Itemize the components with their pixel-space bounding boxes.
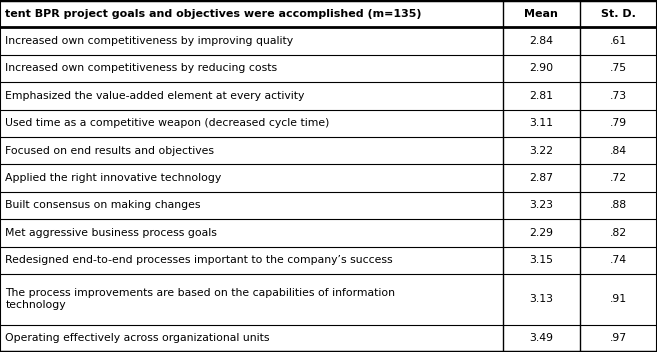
Text: 2.81: 2.81 [530, 91, 553, 101]
Text: .91: .91 [610, 294, 627, 304]
Text: .84: .84 [610, 146, 627, 156]
Text: 3.49: 3.49 [530, 333, 553, 343]
Text: .97: .97 [610, 333, 627, 343]
Text: .72: .72 [610, 173, 627, 183]
Text: Used time as a competitive weapon (decreased cycle time): Used time as a competitive weapon (decre… [5, 118, 330, 128]
Text: Increased own competitiveness by improving quality: Increased own competitiveness by improvi… [5, 36, 294, 46]
Text: .61: .61 [610, 36, 627, 46]
Text: Focused on end results and objectives: Focused on end results and objectives [5, 146, 214, 156]
Text: 2.87: 2.87 [530, 173, 553, 183]
Text: tent BPR project goals and objectives were accomplished (m=135): tent BPR project goals and objectives we… [5, 9, 422, 19]
Text: 3.11: 3.11 [530, 118, 553, 128]
Text: .73: .73 [610, 91, 627, 101]
Text: Emphasized the value-added element at every activity: Emphasized the value-added element at ev… [5, 91, 305, 101]
Text: 2.90: 2.90 [530, 63, 553, 74]
Text: Built consensus on making changes: Built consensus on making changes [5, 200, 201, 210]
Text: .82: .82 [610, 228, 627, 238]
Text: Redesigned end-to-end processes important to the company’s success: Redesigned end-to-end processes importan… [5, 255, 393, 265]
Text: St. D.: St. D. [601, 9, 636, 19]
Text: Operating effectively across organizational units: Operating effectively across organizatio… [5, 333, 270, 343]
Text: Increased own competitiveness by reducing costs: Increased own competitiveness by reducin… [5, 63, 277, 74]
Text: .79: .79 [610, 118, 627, 128]
Text: .74: .74 [610, 255, 627, 265]
Text: 3.13: 3.13 [530, 294, 553, 304]
Text: .75: .75 [610, 63, 627, 74]
Text: 2.29: 2.29 [530, 228, 553, 238]
Text: 3.23: 3.23 [530, 200, 553, 210]
Text: 2.84: 2.84 [530, 36, 553, 46]
Text: The process improvements are based on the capabilities of information
technology: The process improvements are based on th… [5, 288, 396, 310]
Text: 3.15: 3.15 [530, 255, 553, 265]
Text: Met aggressive business process goals: Met aggressive business process goals [5, 228, 217, 238]
Text: .88: .88 [610, 200, 627, 210]
Text: Mean: Mean [524, 9, 558, 19]
Text: Applied the right innovative technology: Applied the right innovative technology [5, 173, 221, 183]
Text: 3.22: 3.22 [530, 146, 553, 156]
